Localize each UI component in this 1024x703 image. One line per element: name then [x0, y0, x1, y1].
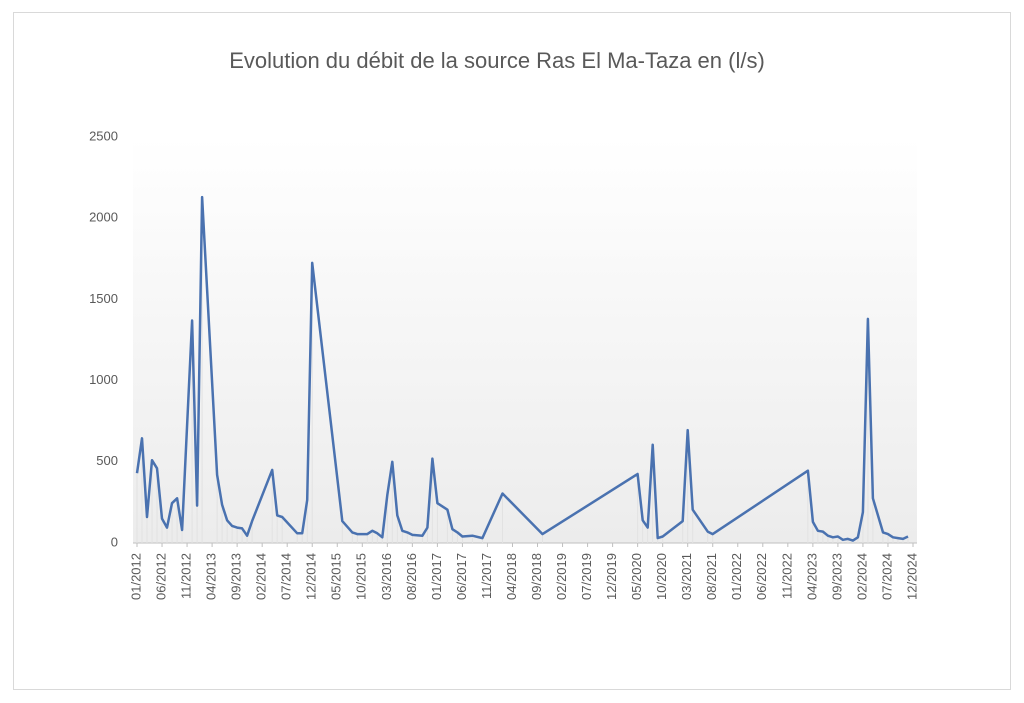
- x-tick-label: 07/2019: [579, 553, 594, 600]
- x-tick-label: 04/2023: [804, 553, 819, 600]
- y-tick-label: 1500: [89, 291, 118, 306]
- plot-area: [133, 137, 917, 543]
- x-tick-label: 02/2019: [554, 553, 569, 600]
- x-tick-label: 09/2013: [229, 553, 244, 600]
- x-tick-label: 12/2019: [604, 553, 619, 600]
- x-tick-label: 05/2015: [329, 553, 344, 600]
- x-tick-label: 04/2013: [204, 553, 219, 600]
- x-tick-label: 11/2017: [479, 553, 494, 599]
- y-tick-label: 2000: [89, 210, 118, 225]
- x-tick-label: 02/2024: [854, 553, 869, 600]
- x-tick-label: 08/2021: [704, 553, 719, 600]
- y-tick-label: 1000: [89, 372, 118, 387]
- x-tick-label: 06/2017: [454, 553, 469, 600]
- x-tick-label: 05/2020: [629, 553, 644, 600]
- x-tick-label: 11/2012: [179, 553, 194, 599]
- x-tick-label: 11/2022: [779, 553, 794, 599]
- x-tick-label: 01/2022: [729, 553, 744, 600]
- x-tick-label: 12/2024: [904, 553, 919, 600]
- x-tick-label: 07/2024: [879, 553, 894, 600]
- y-tick-label: 0: [111, 534, 118, 549]
- x-tick-label: 02/2014: [254, 553, 269, 600]
- x-tick-label: 12/2014: [304, 553, 319, 600]
- x-tick-label: 10/2020: [654, 553, 669, 600]
- x-tick-label: 03/2021: [679, 553, 694, 600]
- x-tick-label: 09/2018: [529, 553, 544, 600]
- x-tick-label: 01/2017: [429, 553, 444, 600]
- y-tick-label: 500: [96, 453, 118, 468]
- x-tick-label: 03/2016: [379, 553, 394, 600]
- chart-title: Evolution du débit de la source Ras El M…: [229, 48, 765, 73]
- x-tick-label: 08/2016: [404, 553, 419, 600]
- x-tick-label: 04/2018: [504, 553, 519, 600]
- x-tick-label: 01/2012: [128, 553, 143, 600]
- x-tick-label: 10/2015: [354, 553, 369, 600]
- y-tick-label: 2500: [89, 128, 118, 143]
- x-tick-label: 06/2012: [153, 553, 168, 600]
- data-line: [135, 195, 909, 542]
- x-tick-label: 07/2014: [279, 553, 294, 600]
- x-tick-label: 06/2022: [754, 553, 769, 600]
- x-tick-label: 09/2023: [829, 553, 844, 600]
